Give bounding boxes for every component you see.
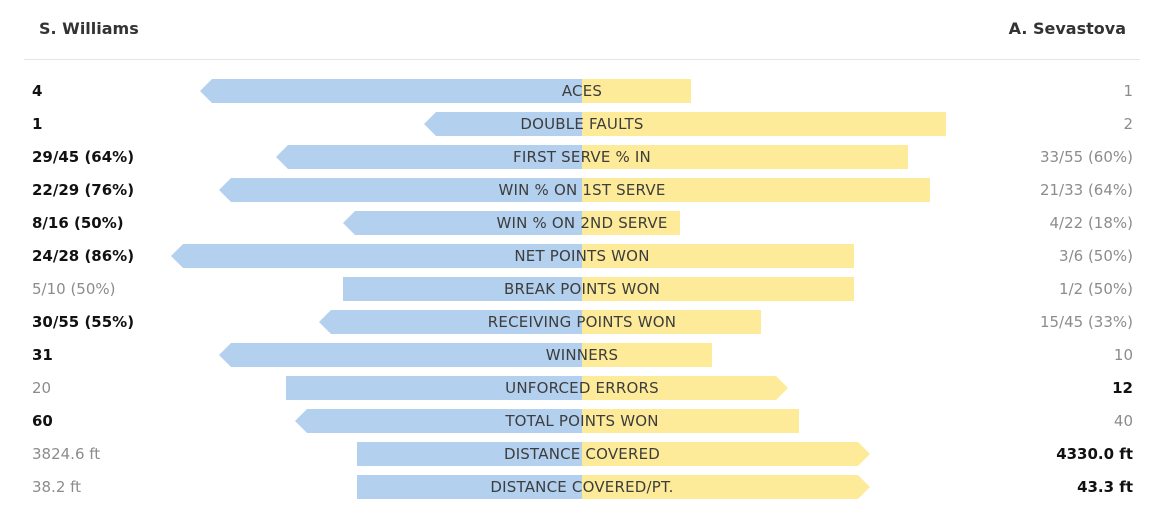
player-right-name: A. Sevastova — [1008, 19, 1126, 38]
stat-bar-right — [582, 178, 930, 202]
stat-value-left: 5/10 (50%) — [32, 280, 116, 298]
stat-bar-left — [343, 277, 582, 301]
stat-bar-left — [276, 145, 582, 169]
stat-value-left: 8/16 (50%) — [32, 214, 124, 232]
stat-label: DISTANCE COVERED — [503, 445, 661, 463]
stat-value-right: 15/45 (33%) — [1039, 313, 1133, 331]
stat-row: WIN % ON 2ND SERVE 8/16 (50%) 4/22 (18%) — [0, 207, 1164, 240]
stat-bar-right — [582, 310, 761, 334]
stat-label: BREAK POINTS WON — [503, 280, 661, 298]
stat-bar-right — [582, 211, 680, 235]
stat-bar-left — [357, 442, 582, 466]
stat-row: UNFORCED ERRORS 20 12 — [0, 372, 1164, 405]
stat-bar-left — [357, 475, 582, 499]
stat-row: WINNERS 31 10 — [0, 339, 1164, 372]
stat-label: DOUBLE FAULTS — [520, 115, 644, 133]
stat-bar-right — [582, 442, 870, 466]
stat-value-left: 20 — [32, 379, 52, 397]
stat-value-right: 10 — [1113, 346, 1133, 364]
stat-bar-left — [424, 112, 582, 136]
stat-bar-right — [582, 376, 788, 400]
stat-bar-right — [582, 145, 908, 169]
stat-value-right: 4/22 (18%) — [1049, 214, 1134, 232]
stat-value-left: 31 — [32, 346, 53, 364]
stat-bar-right — [582, 277, 854, 301]
stat-row: ACES 4 1 — [0, 75, 1164, 108]
stat-value-left: 22/29 (76%) — [32, 181, 135, 199]
stat-bar-right — [582, 475, 870, 499]
stat-bar-left — [319, 310, 582, 334]
stat-value-right: 4330.0 ft — [1056, 445, 1133, 463]
stat-label: WIN % ON 1ST SERVE — [498, 181, 666, 199]
stat-label: FIRST SERVE % IN — [513, 148, 651, 166]
match-stats-header: S. Williams A. Sevastova — [0, 0, 1164, 60]
header-divider — [24, 59, 1140, 60]
stat-value-right: 40 — [1113, 412, 1133, 430]
stat-label: DISTANCE COVERED/PT. — [490, 478, 674, 496]
player-left-name: S. Williams — [39, 19, 139, 38]
stat-row: NET POINTS WON 24/28 (86%) 3/6 (50%) — [0, 240, 1164, 273]
stat-value-right: 1/2 (50%) — [1059, 280, 1133, 298]
stat-label: RECEIVING POINTS WON — [487, 313, 677, 331]
stat-bar-right — [582, 112, 946, 136]
stat-value-left: 30/55 (55%) — [32, 313, 135, 331]
stat-value-right: 3/6 (50%) — [1059, 247, 1133, 265]
stat-row: TOTAL POINTS WON 60 40 — [0, 405, 1164, 438]
stat-row: RECEIVING POINTS WON 30/55 (55%) 15/45 (33… — [0, 306, 1164, 339]
stat-bar-right — [582, 79, 691, 103]
stat-value-left: 1 — [32, 115, 43, 133]
stat-label: WIN % ON 2ND SERVE — [496, 214, 668, 232]
stat-bar-left — [343, 211, 582, 235]
stat-label: WINNERS — [545, 346, 619, 364]
stat-value-right: 2 — [1123, 115, 1133, 133]
stat-bar-left — [219, 178, 582, 202]
stat-value-right: 33/55 (60%) — [1039, 148, 1133, 166]
stat-value-right: 43.3 ft — [1077, 478, 1133, 496]
stat-row: DISTANCE COVERED 3824.6 ft 4330.0 ft — [0, 438, 1164, 471]
stat-value-left: 4 — [32, 82, 43, 100]
stat-value-left: 29/45 (64%) — [32, 148, 135, 166]
stat-bar-right — [582, 244, 854, 268]
stat-label: ACES — [561, 82, 603, 100]
stat-row: DISTANCE COVERED/PT. 38.2 ft 43.3 ft — [0, 471, 1164, 504]
stat-bar-left — [219, 343, 582, 367]
stat-value-left: 24/28 (86%) — [32, 247, 135, 265]
stat-label: UNFORCED ERRORS — [505, 379, 659, 397]
stat-row: FIRST SERVE % IN 29/45 (64%) 33/55 (60%) — [0, 141, 1164, 174]
stat-bar-left — [200, 79, 582, 103]
stat-bar-left — [295, 409, 582, 433]
stat-bar-right — [582, 409, 799, 433]
stat-value-left: 60 — [32, 412, 53, 430]
stat-label: NET POINTS WON — [514, 247, 650, 265]
stat-row: BREAK POINTS WON 5/10 (50%) 1/2 (50%) — [0, 273, 1164, 306]
stat-value-right: 1 — [1123, 82, 1133, 100]
stat-label: TOTAL POINTS WON — [505, 412, 659, 430]
stat-bar-left — [286, 376, 582, 400]
stat-value-left: 3824.6 ft — [32, 445, 101, 463]
stat-value-right: 21/33 (64%) — [1039, 181, 1133, 199]
stat-value-left: 38.2 ft — [32, 478, 82, 496]
stat-bar-left — [171, 244, 582, 268]
stat-row: WIN % ON 1ST SERVE 22/29 (76%) 21/33 (64%) — [0, 174, 1164, 207]
stat-row: DOUBLE FAULTS 1 2 — [0, 108, 1164, 141]
stat-bar-right — [582, 343, 712, 367]
stat-value-right: 12 — [1112, 379, 1133, 397]
